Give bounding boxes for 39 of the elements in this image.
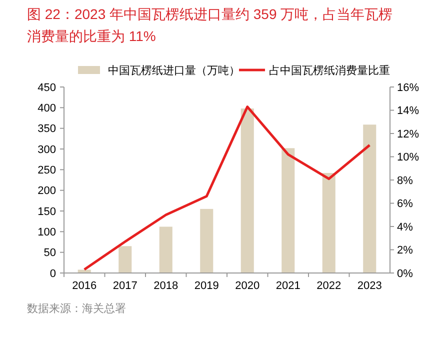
source-note: 数据来源：海关总署 [27, 302, 126, 315]
y-tick-label: 0 [50, 268, 56, 280]
x-tick-label: 2023 [357, 280, 382, 292]
bar [282, 148, 295, 273]
bar [322, 172, 336, 273]
x-tick-label: 2020 [235, 280, 260, 292]
y-tick-label: 250 [38, 164, 56, 177]
y-tick-label: 450 [38, 82, 56, 94]
y2-tick-label: 8% [397, 174, 414, 187]
y2-tick-label: 4% [397, 221, 414, 234]
y2-tick-label: 12% [397, 128, 420, 140]
chart-title: 图 22：2023 年中国瓦楞纸进口量约 359 万吨，占当年瓦楞消费量的比重为 11% [27, 6, 393, 44]
y-tick-label: 100 [38, 226, 56, 239]
y2-tick-label: 14% [397, 105, 420, 118]
y2-tick-label: 16% [397, 82, 420, 94]
y2-tick-label: 10% [397, 152, 420, 164]
x-tick-label: 2016 [72, 280, 97, 292]
bar [363, 124, 376, 273]
x-tick-label: 2017 [112, 280, 138, 292]
x-tick-label: 2019 [194, 280, 219, 292]
x-tick-label: 2021 [276, 280, 300, 292]
y-tick-label: 50 [44, 247, 56, 260]
bar [200, 208, 214, 273]
y2-tick-label: 0% [397, 268, 414, 280]
bar [118, 246, 132, 273]
legend-label: 占中国瓦楞纸消费量比重 [269, 64, 390, 77]
x-tick-label: 2018 [154, 280, 178, 292]
x-tick-label: 2022 [316, 280, 342, 292]
bar [240, 108, 254, 273]
bar [159, 226, 172, 273]
y2-tick-label: 2% [397, 244, 414, 257]
y-tick-label: 400 [38, 102, 56, 115]
legend-label: 中国瓦楞纸进口量（万吨） [108, 64, 240, 77]
y-tick-label: 300 [38, 144, 56, 156]
line-series [83, 106, 371, 271]
y-tick-label: 350 [38, 123, 56, 136]
y2-tick-label: 6% [397, 198, 414, 210]
y-tick-label: 200 [38, 185, 56, 198]
y-tick-label: 150 [38, 206, 56, 218]
